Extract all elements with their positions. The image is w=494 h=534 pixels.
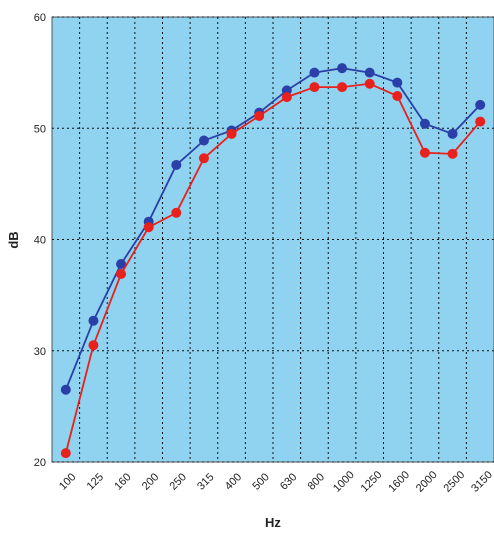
- x-tick-label: 2000: [414, 469, 440, 495]
- x-tick-label: 400: [223, 471, 244, 492]
- data-point: [392, 77, 403, 88]
- series-line: [64, 67, 481, 391]
- y-tick-label: 20: [34, 457, 46, 469]
- data-point: [171, 159, 182, 170]
- data-point: [392, 90, 403, 101]
- x-tick-label: 1600: [386, 469, 412, 495]
- data-point: [171, 207, 182, 218]
- x-tick-label: 100: [57, 471, 78, 492]
- data-point: [88, 315, 99, 326]
- data-point: [309, 67, 320, 78]
- y-tick-label: 50: [34, 123, 46, 135]
- x-tick-label: 1250: [359, 469, 385, 495]
- data-point: [226, 128, 237, 139]
- data-point: [475, 99, 486, 110]
- data-point: [143, 222, 154, 233]
- x-tick-label: 160: [112, 471, 133, 492]
- data-point: [198, 135, 209, 146]
- x-axis-label: Hz: [265, 515, 281, 530]
- data-point: [116, 268, 127, 279]
- x-tick-label: 200: [140, 471, 161, 492]
- x-tick-label: 2500: [442, 469, 468, 495]
- data-point: [447, 128, 458, 139]
- data-point: [60, 384, 71, 395]
- x-tick-label: 3150: [469, 469, 494, 495]
- x-tick-label: 250: [167, 471, 188, 492]
- x-tick-label: 500: [250, 471, 271, 492]
- data-point: [60, 448, 71, 459]
- data-point: [309, 82, 320, 93]
- data-point: [116, 258, 127, 269]
- data-point: [337, 63, 348, 74]
- data-point: [88, 340, 99, 351]
- data-point: [419, 118, 430, 129]
- x-tick-label: 800: [306, 471, 327, 492]
- y-axis-label: dB: [6, 231, 21, 248]
- data-point: [364, 78, 375, 89]
- y-tick-label: 60: [34, 12, 46, 24]
- data-point: [475, 116, 486, 127]
- data-point: [364, 67, 375, 78]
- data-point: [337, 82, 348, 93]
- x-tick-label: 630: [278, 471, 299, 492]
- y-tick-label: 40: [34, 235, 46, 247]
- data-point: [281, 92, 292, 103]
- x-tick-label: 315: [195, 471, 216, 492]
- x-tick-label: 1000: [331, 469, 357, 495]
- y-tick-label: 30: [34, 346, 46, 358]
- data-point: [447, 148, 458, 159]
- data-point: [419, 147, 430, 158]
- data-point: [254, 111, 265, 122]
- series-line: [64, 82, 481, 454]
- x-tick-label: 125: [85, 471, 106, 492]
- data-point: [198, 153, 209, 164]
